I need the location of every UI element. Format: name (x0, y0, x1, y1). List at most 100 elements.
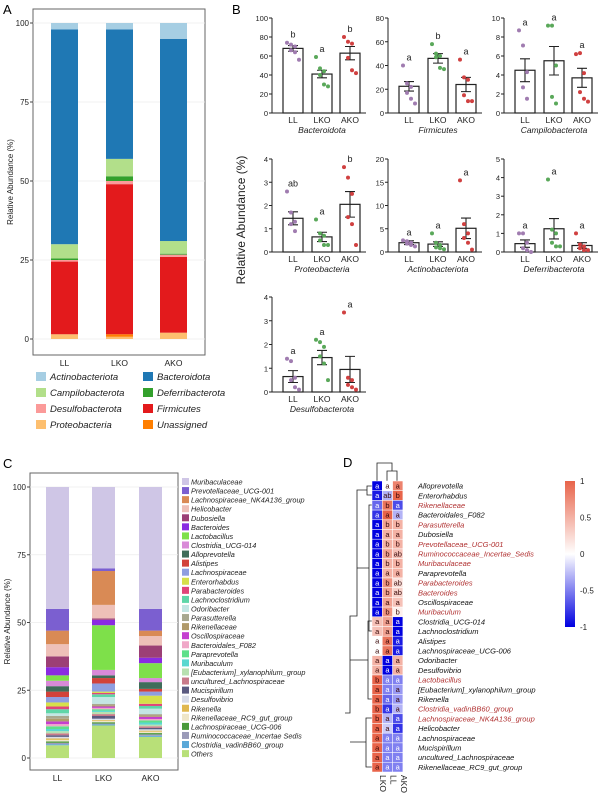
y-tick-label: 60 (260, 52, 268, 61)
bar-segment (46, 738, 69, 740)
bar-segment (46, 718, 69, 722)
panel-label-b: B (232, 2, 241, 17)
bar-segment (92, 625, 115, 670)
bar-segment (46, 667, 69, 676)
legend-swatch (182, 677, 189, 685)
bar-segment (106, 336, 133, 339)
heatmap-row: a b b Muribaculaceae (371, 558, 471, 569)
data-point (326, 378, 330, 383)
significance-letter: a (406, 227, 411, 237)
legend-label: Lachnospiraceae_UCG-006 (191, 722, 282, 731)
legend-label: Bacteroidales_F082 (191, 641, 256, 650)
cell-letter: a (396, 743, 401, 752)
significance-letter: b (347, 24, 352, 34)
bar-segment (46, 706, 69, 710)
y-axis-label: Relative Abundance (%) (6, 139, 15, 225)
bar-segment (46, 735, 69, 737)
data-point (470, 99, 474, 104)
bar-segment (139, 695, 162, 704)
bar-segment (92, 723, 115, 725)
data-point (586, 248, 590, 253)
data-point (430, 231, 434, 236)
row-label: Ruminococcaceae_Incertae_Sedis (418, 550, 534, 559)
error-bar (577, 67, 587, 88)
legend-swatch (182, 704, 189, 712)
bar-segment (139, 708, 162, 715)
cell-letter: a (385, 481, 390, 490)
data-point (462, 236, 466, 241)
cell-letter: a (385, 763, 390, 772)
cell-letter: a (385, 743, 390, 752)
data-point (554, 63, 558, 68)
bar-segment (51, 334, 78, 339)
bar-segment (139, 663, 162, 679)
heatmap-row: a a a Clostridia_UCG-014 (371, 616, 485, 627)
data-point (586, 99, 590, 104)
bar-segment (160, 254, 187, 257)
cell-letter: a (396, 666, 401, 675)
legend-swatch (182, 541, 189, 549)
x-tick-label: AKO (142, 773, 160, 783)
y-tick-label: 2 (496, 90, 500, 99)
bar-segment (92, 709, 115, 711)
bar-segment (139, 734, 162, 736)
bar-segment (139, 678, 162, 683)
heatmap-row: a a a Lachnospiraceae_UCG-006 (371, 645, 512, 656)
row-label: Prevotellaceae_UCG-001 (418, 540, 503, 549)
heatmap-row: a a a Helicobacter (371, 723, 460, 734)
y-tick-label: 1 (496, 229, 500, 238)
bar-segment (139, 718, 162, 721)
panel-a-stacked-bar-chart: 0 25 50 75 100 Relative Abundance (%) LL LKO AKO… (6, 8, 225, 431)
cell-letter: a (396, 637, 401, 646)
legend-swatch (182, 632, 189, 640)
bar-segment (92, 706, 115, 708)
bar-segment (139, 716, 162, 719)
cell-letter: a (385, 714, 390, 723)
panel-label-d: D (343, 455, 352, 470)
row-label: Lachnospiraceae_UCG-006 (418, 647, 512, 656)
data-point (442, 67, 446, 72)
data-point (582, 96, 586, 101)
data-point (318, 238, 322, 243)
cell-letter: a (396, 530, 401, 539)
legend-label: Paraprevotella (191, 650, 238, 659)
data-point (574, 231, 578, 236)
legend-swatch (36, 388, 46, 397)
legend-swatch (182, 750, 189, 758)
data-point (529, 250, 533, 254)
significance-letter: a (579, 220, 584, 230)
bar-segment (92, 722, 115, 724)
colorbar (565, 481, 575, 627)
heatmap-row: a b ab Ruminococcaceae_Incertae_Sedis (371, 548, 534, 559)
data-point (582, 248, 586, 253)
y-tick-label: 2 (264, 341, 268, 350)
legend-label: Clostridia_vadinBB60_group (191, 741, 284, 750)
data-point (550, 227, 554, 232)
cell-letter: a (396, 569, 401, 578)
panel-b-bar-charts: 020406080100bLLaLKObAKOBacteroidota02040… (234, 13, 598, 414)
cell-letter: ab (383, 491, 391, 500)
row-label: Rikenellaceae (418, 501, 465, 510)
data-point (289, 378, 293, 383)
y-tick-label: 4 (496, 174, 500, 183)
data-point (578, 242, 582, 247)
bar-segment (92, 487, 115, 569)
legend-swatch (182, 559, 189, 567)
significance-letter: b (347, 154, 352, 164)
data-point (434, 55, 438, 60)
cell-letter: a (385, 695, 390, 704)
y-tick-label: 5 (380, 225, 384, 234)
legend-swatch (182, 514, 189, 522)
colorbar-tick-label: 0 (580, 550, 585, 559)
bar-segment (92, 720, 115, 723)
heatmap-row: a b a Rikenellaceae (371, 500, 465, 511)
cell-letter: a (375, 753, 380, 762)
legend-swatch (143, 404, 153, 413)
bar-segment (139, 703, 162, 706)
row-label: Parasutterella (418, 520, 464, 529)
y-tick-label: 40 (260, 71, 268, 80)
data-point (525, 70, 529, 75)
data-point (438, 65, 442, 70)
data-point (517, 28, 521, 33)
